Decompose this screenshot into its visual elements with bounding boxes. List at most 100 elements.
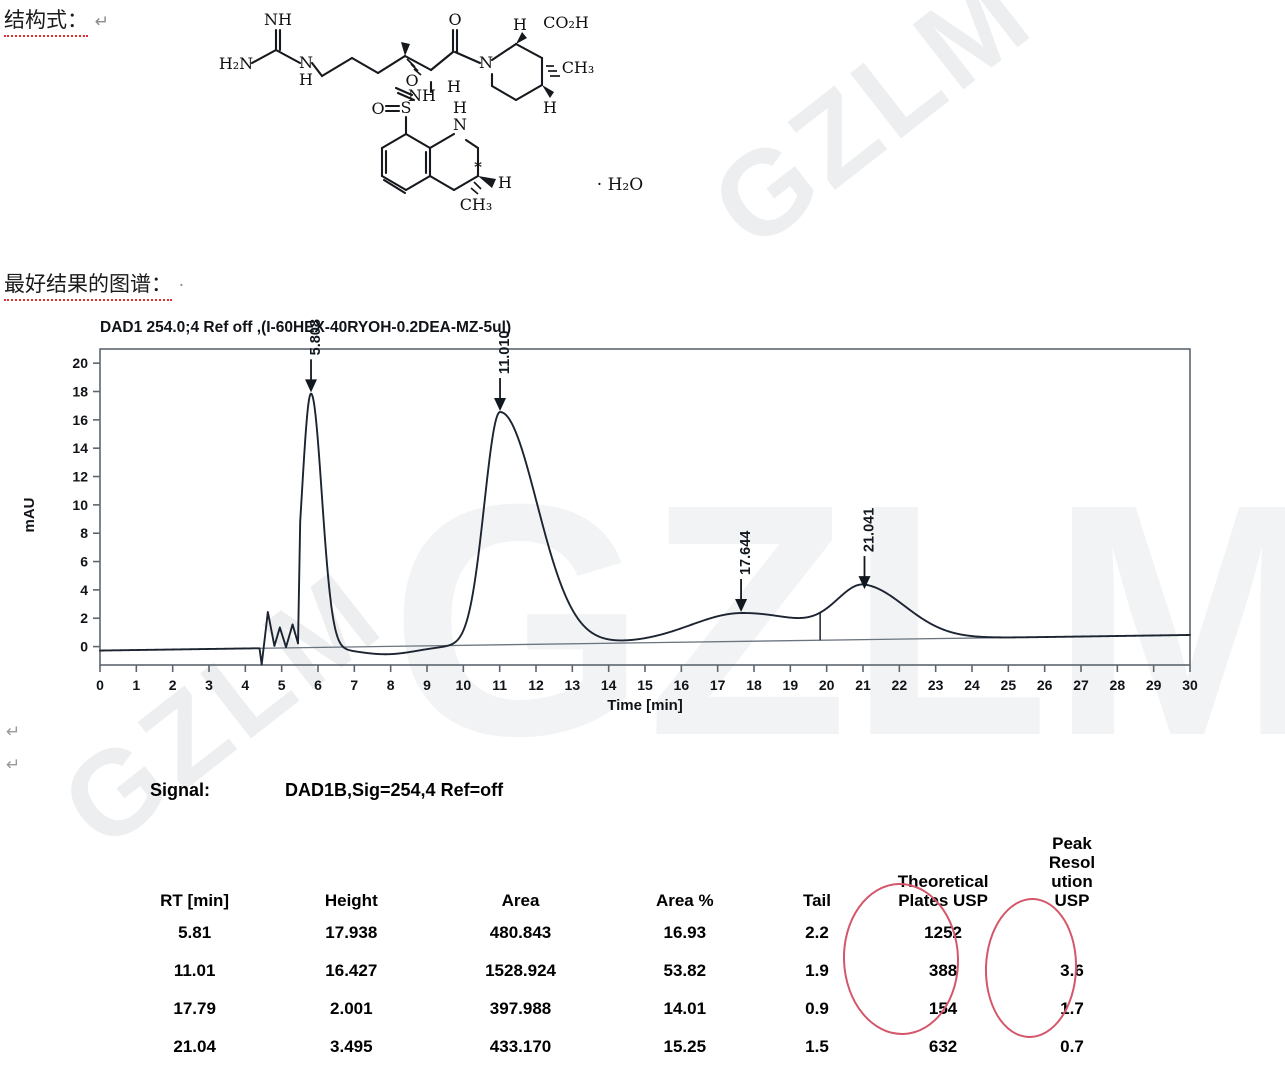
cell-area-pct: 16.93 bbox=[663, 923, 707, 943]
structure-heading: 结构式： ↵ bbox=[4, 4, 109, 37]
peak-rt-label: 21.041 bbox=[861, 508, 877, 552]
cell-area-pct: 53.82 bbox=[663, 961, 707, 981]
best-result-heading-text: 最好结果的图谱： bbox=[4, 268, 172, 301]
cell-plates: 154 bbox=[928, 999, 958, 1019]
x-tick-label: 29 bbox=[1146, 677, 1162, 693]
cell-plates: 388 bbox=[928, 961, 958, 981]
pilcrow-icon: ↵ bbox=[94, 12, 109, 32]
table-header-row: RT [min] Height Area Area % Tail Theoret… bbox=[120, 830, 1130, 914]
atom-label-h-thq: H bbox=[453, 98, 467, 117]
y-tick-label: 12 bbox=[72, 469, 88, 485]
column-header-rt: RT [min] bbox=[160, 891, 230, 911]
y-tick-label: 4 bbox=[80, 582, 88, 598]
plot-frame bbox=[99, 348, 1191, 666]
atom-label-h-alpha: H bbox=[447, 77, 461, 96]
peak-marker: 21.041 bbox=[858, 508, 877, 590]
paragraph-mark-icon: ↵ bbox=[6, 722, 21, 742]
x-tick-label: 28 bbox=[1110, 677, 1126, 693]
atom-label-h-pip: H bbox=[543, 98, 557, 117]
column-header-area: Area bbox=[501, 891, 540, 911]
cell-resolution: 3.6 bbox=[1060, 961, 1084, 981]
x-tick-label: 10 bbox=[456, 677, 472, 693]
cell-area-pct: 14.01 bbox=[663, 999, 707, 1019]
cell-area-pct: 15.25 bbox=[663, 1037, 707, 1057]
cell-height: 17.938 bbox=[325, 923, 378, 943]
chemical-structure-diagram: H₂N NH N H O N H CO₂H CH₃ H NH H S O O N… bbox=[200, 0, 670, 240]
x-tick-label: 11 bbox=[492, 677, 507, 693]
y-tick-label: 14 bbox=[72, 440, 88, 456]
x-tick-label: 14 bbox=[601, 677, 617, 693]
y-tick-label: 8 bbox=[80, 525, 88, 541]
cell-height: 2.001 bbox=[330, 999, 373, 1019]
cell-height: 16.427 bbox=[325, 961, 378, 981]
atom-label-co2h: CO₂H bbox=[543, 13, 589, 32]
column-header-height: Height bbox=[324, 891, 378, 911]
cell-tail: 0.9 bbox=[805, 999, 829, 1019]
table-row: 11.01 16.427 1528.924 53.82 1.9 388 3.6 bbox=[120, 952, 1130, 990]
peak-marker: 17.644 bbox=[735, 531, 754, 613]
column-header-tail: Tail bbox=[802, 891, 831, 911]
cell-plates: 632 bbox=[928, 1037, 958, 1057]
x-tick-label: 21 bbox=[855, 677, 871, 693]
cell-area: 433.170 bbox=[489, 1037, 552, 1057]
x-tick-label: 8 bbox=[387, 677, 395, 693]
table-body: 5.81 17.938 480.843 16.93 2.2 1252 11.01 16.427… bbox=[120, 914, 1130, 1066]
cell-plates: 1252 bbox=[924, 923, 962, 943]
column-header-peak-resolution: Peak Resol ution USP bbox=[1048, 834, 1096, 911]
stereocenter-asterisk: * bbox=[474, 158, 482, 176]
pilcrow-icon: · bbox=[178, 276, 185, 296]
peak-marker: 11.010 bbox=[494, 330, 513, 412]
atom-label-ch3-thq: CH₃ bbox=[460, 195, 493, 214]
x-axis-label: Time [min] bbox=[607, 697, 683, 714]
atom-label-h2n: H₂N bbox=[219, 54, 253, 73]
y-tick-label: 6 bbox=[80, 554, 88, 570]
peak-markers: 5.808 11.010 17.644 21.041 bbox=[305, 319, 877, 613]
x-tick-label: 1 bbox=[132, 677, 140, 693]
x-tick-label: 0 bbox=[96, 677, 104, 693]
atom-label-nh: NH bbox=[264, 10, 292, 29]
peak-rt-label: 5.808 bbox=[308, 319, 324, 355]
x-tick-label: 18 bbox=[746, 677, 762, 693]
cell-resolution: 1.7 bbox=[1060, 999, 1084, 1019]
signal-value: DAD1B,Sig=254,4 Ref=off bbox=[285, 780, 504, 800]
cell-resolution: 0.7 bbox=[1060, 1037, 1084, 1057]
cell-rt: 5.81 bbox=[178, 923, 212, 943]
x-tick-label: 2 bbox=[169, 677, 177, 693]
chart-title: DAD1 254.0;4 Ref off ,(I-60HEX-40RYOH-0.… bbox=[100, 319, 511, 336]
y-axis-label: mAU bbox=[21, 497, 38, 532]
cell-area: 1528.924 bbox=[485, 961, 556, 981]
cell-rt: 21.04 bbox=[173, 1037, 216, 1057]
peak-marker: 5.808 bbox=[305, 319, 324, 393]
results-section: Signal: DAD1B,Sig=254,4 Ref=off RT [min]… bbox=[120, 780, 1130, 1056]
atom-label-n: N bbox=[299, 53, 313, 72]
peak-rt-label: 11.010 bbox=[497, 330, 513, 374]
cell-height: 3.495 bbox=[330, 1037, 373, 1057]
x-tick-label: 24 bbox=[964, 677, 980, 693]
cell-rt: 11.01 bbox=[173, 961, 216, 981]
x-tick-label: 16 bbox=[674, 677, 690, 693]
chromatogram-trace bbox=[99, 392, 1191, 666]
atom-label-h-stereo: H bbox=[513, 15, 527, 34]
column-header-theoretical-plates: Theoretical Plates USP bbox=[897, 872, 989, 911]
x-axis-ticks: 0 1 2 3 4 5 6 7 8 9 10 11 12 13 14 15 16 17 18 19 20 21 22 23 24… bbox=[96, 665, 1198, 693]
best-result-heading: 最好结果的图谱： · bbox=[4, 268, 184, 301]
atom-label-s: S bbox=[401, 98, 412, 117]
cell-resolution bbox=[1014, 914, 1130, 952]
signal-row: Signal: DAD1B,Sig=254,4 Ref=off bbox=[120, 780, 1130, 814]
chromatogram-chart: DAD1 254.0;4 Ref off ,(I-60HEX-40RYOH-0.… bbox=[0, 310, 1240, 720]
x-tick-label: 5 bbox=[278, 677, 286, 693]
x-tick-label: 9 bbox=[423, 677, 431, 693]
atom-label-nh-sulfonamide: NH bbox=[408, 86, 436, 105]
atom-label-ch3-pip: CH₃ bbox=[562, 58, 595, 77]
x-tick-label: 4 bbox=[241, 677, 249, 693]
x-tick-label: 13 bbox=[565, 677, 581, 693]
x-tick-label: 20 bbox=[819, 677, 835, 693]
table-row: 21.04 3.495 433.170 15.25 1.5 632 0.7 bbox=[120, 1028, 1130, 1066]
cell-area: 397.988 bbox=[489, 999, 552, 1019]
y-tick-label: 20 bbox=[72, 355, 88, 371]
x-tick-label: 19 bbox=[783, 677, 799, 693]
atom-label-n-thq: N bbox=[453, 115, 467, 134]
atom-label-n-ring: N bbox=[479, 53, 493, 72]
y-axis-ticks: 0 2 4 6 8 10 12 14 16 18 20 bbox=[72, 355, 100, 655]
x-tick-label: 6 bbox=[314, 677, 322, 693]
